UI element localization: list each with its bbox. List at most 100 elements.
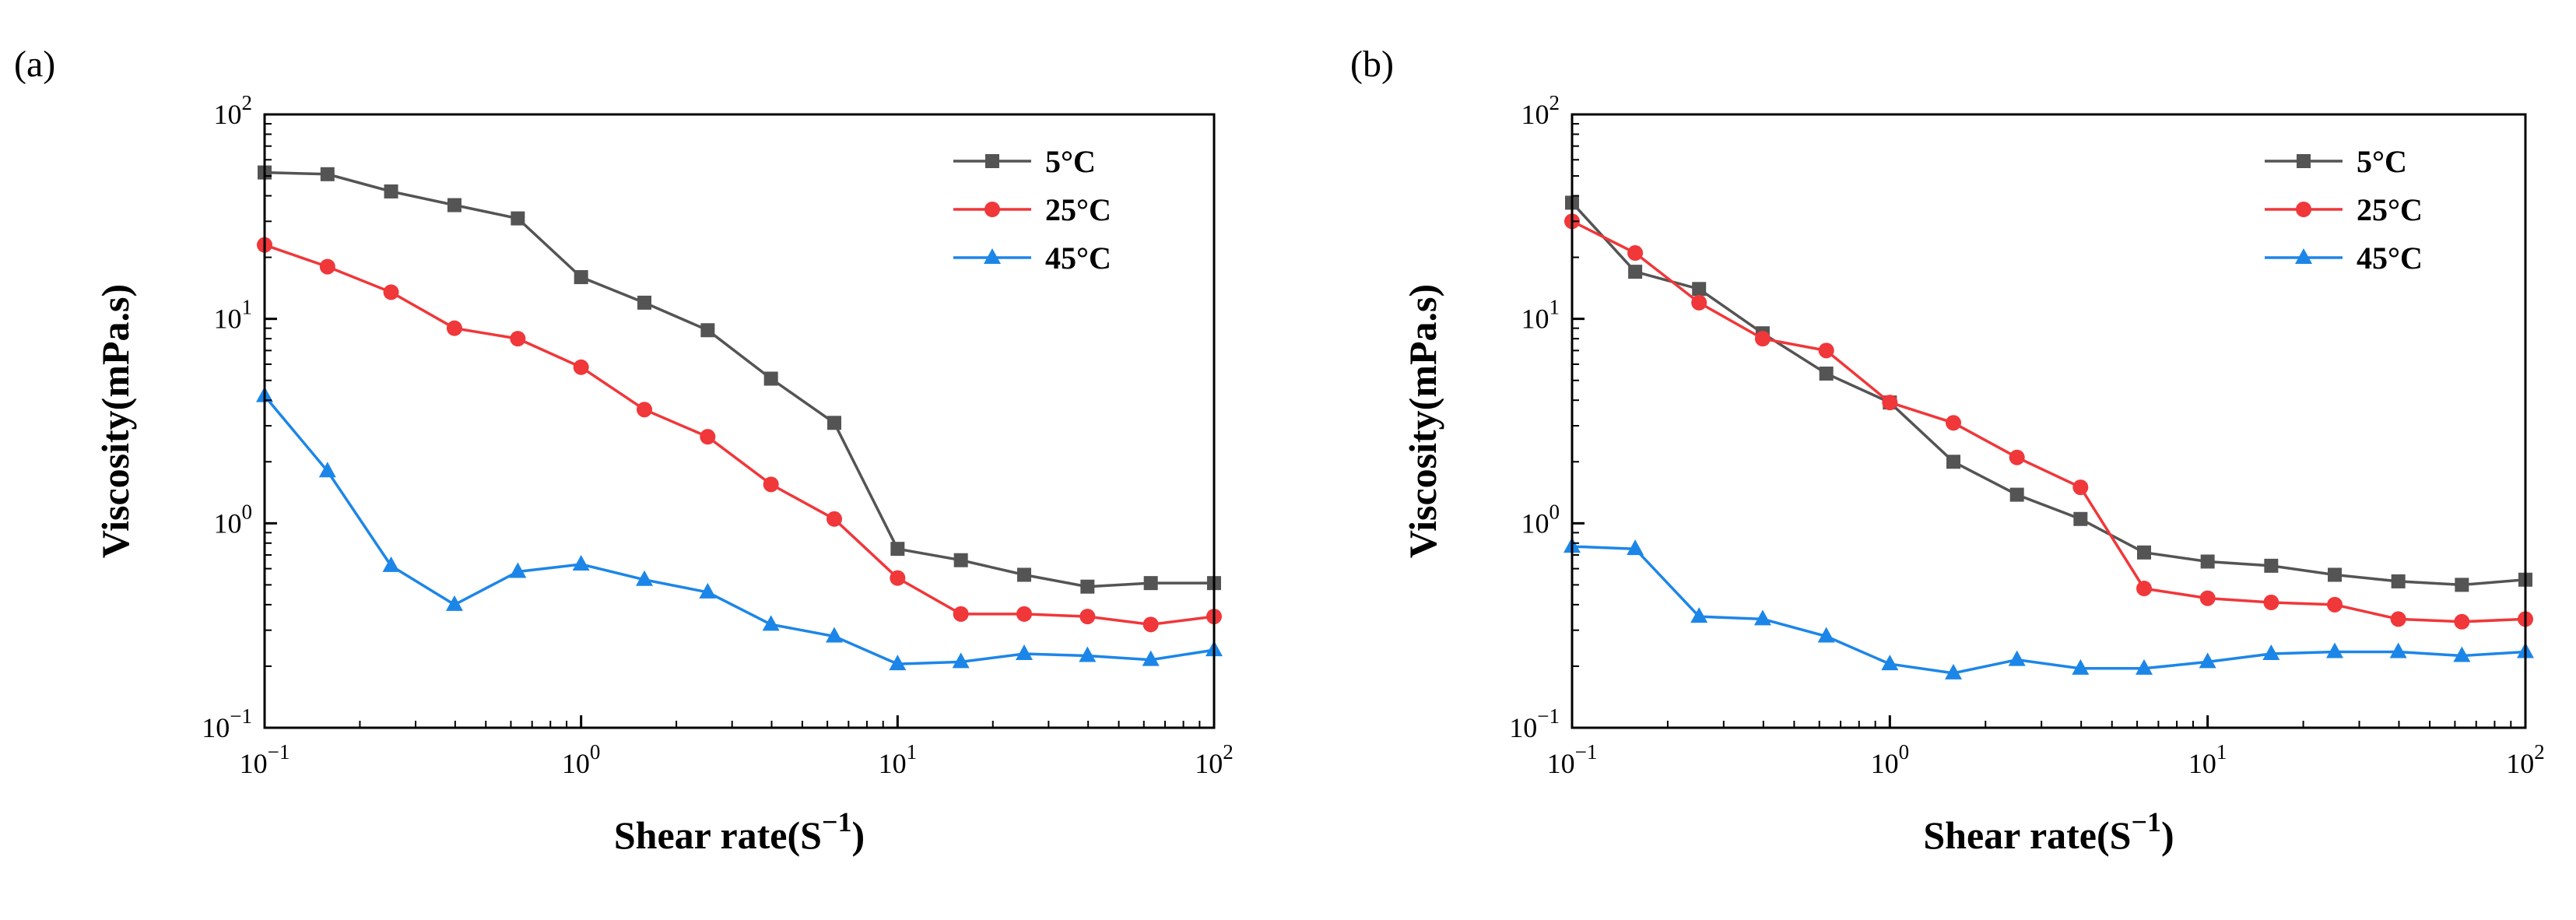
panel-label: (b) [1350, 44, 1394, 85]
legend-marker [984, 202, 1000, 217]
legend-label: 25°C [1045, 192, 1111, 227]
legend-item: 25°C [953, 192, 1111, 227]
data-point [2389, 642, 2407, 658]
data-point [1079, 609, 1096, 625]
y-axis-title: Viscosity(mPa.s) [93, 284, 137, 558]
plot-frame [263, 113, 1216, 729]
data-point [699, 582, 717, 599]
legend-label: 5°C [2357, 144, 2407, 179]
legend-label: 5°C [1045, 144, 1096, 179]
data-point [890, 570, 906, 586]
legend-marker [2297, 154, 2311, 168]
data-point [953, 553, 968, 567]
data-point [2391, 574, 2406, 588]
data-point [2008, 650, 2026, 666]
data-point [320, 167, 335, 181]
legend: 5°C 25°C 45°C [2265, 144, 2423, 276]
data-point [2262, 644, 2280, 660]
chart-panel-b: (b) 10−1 100 101 102 10−1 100 101 102 Shear rate(… [1350, 44, 2545, 857]
data-point [2136, 581, 2153, 597]
y-tick-label: 101 [1521, 296, 1560, 335]
legend-label: 45°C [1045, 241, 1111, 276]
series-1 [1565, 195, 2532, 592]
series-2 [1564, 213, 2533, 630]
y-tick-label: 100 [1521, 500, 1560, 539]
data-point [383, 284, 399, 300]
plot-frame [1571, 113, 2527, 729]
legend-item: 25°C [2265, 192, 2423, 227]
legend-item: 5°C [953, 144, 1096, 179]
data-point [763, 476, 779, 493]
data-point [2073, 511, 2088, 526]
data-point [2072, 658, 2090, 675]
legend-label: 25°C [2357, 192, 2423, 227]
x-tick-label: 101 [2188, 740, 2227, 779]
x-tick-label: 102 [1195, 740, 1234, 779]
data-point [1016, 644, 1034, 660]
data-point [2200, 554, 2215, 569]
x-axis-title: Shear rate(S−1) [614, 806, 865, 857]
data-point [952, 652, 970, 669]
data-point [1753, 609, 1771, 626]
data-point [637, 402, 653, 418]
data-point [382, 556, 400, 572]
data-point [1691, 294, 1707, 311]
data-point [1690, 607, 1708, 623]
data-point [1882, 395, 1898, 411]
data-point [1946, 455, 1961, 469]
data-point [1754, 331, 1771, 347]
data-point [2136, 658, 2153, 675]
data-point [890, 542, 905, 557]
data-point [445, 595, 463, 611]
data-point [1143, 576, 1158, 591]
data-point [1016, 606, 1033, 622]
data-point [1819, 366, 1834, 381]
data-point [1881, 655, 1899, 671]
data-point [826, 511, 843, 527]
data-point [509, 562, 527, 578]
data-point [2390, 611, 2406, 627]
data-point [2009, 449, 2025, 465]
data-point [700, 429, 716, 445]
data-point [1946, 415, 1962, 431]
data-point [1079, 646, 1097, 662]
data-point [700, 323, 715, 338]
x-tick-label: 10−1 [240, 740, 290, 779]
data-point [2453, 646, 2471, 662]
data-point [1017, 567, 1032, 582]
data-point [763, 371, 778, 386]
y-tick-label: 10−1 [1509, 704, 1560, 743]
data-point [2328, 567, 2343, 582]
data-point [2137, 545, 2152, 560]
legend-marker [985, 154, 999, 168]
legend-marker [2295, 248, 2312, 264]
legend-label: 45°C [2357, 241, 2423, 276]
y-axis-title: Viscosity(mPa.s) [1401, 284, 1444, 558]
data-point [2454, 613, 2470, 630]
data-point [447, 198, 462, 212]
chart-panel-a: (a) 10−1 100 101 102 10−1 100 101 102 Shear rate(… [14, 44, 1234, 857]
data-point [953, 606, 969, 622]
data-point [1628, 265, 1643, 279]
data-point [511, 211, 525, 226]
data-point [2072, 479, 2089, 496]
series-line [1571, 545, 2526, 675]
legend-marker [2296, 202, 2311, 217]
data-point [636, 570, 654, 586]
x-tick-label: 102 [2506, 740, 2545, 779]
series-line [264, 170, 1214, 588]
x-tick-label: 101 [879, 740, 918, 779]
series-1 [258, 165, 1221, 594]
legend-marker [984, 248, 1001, 264]
panel-label: (a) [14, 44, 55, 85]
data-point [637, 295, 652, 310]
data-point [826, 627, 844, 643]
series-2 [257, 237, 1222, 633]
data-point [573, 359, 589, 375]
y-tick-label: 101 [214, 296, 253, 335]
data-point [2009, 487, 2024, 502]
data-point [889, 655, 907, 671]
data-point [384, 184, 398, 198]
series-line [263, 395, 1215, 665]
series-3 [1563, 537, 2534, 679]
